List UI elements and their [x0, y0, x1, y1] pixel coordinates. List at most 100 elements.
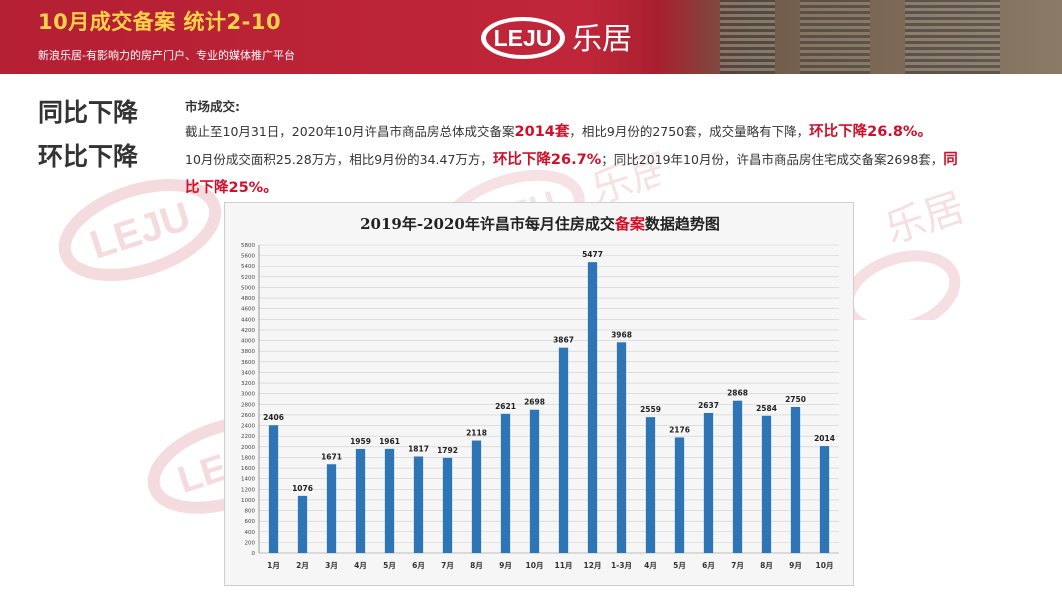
y-tick-label: 2600 — [241, 413, 255, 419]
bar — [355, 448, 366, 553]
building-image — [905, 0, 1000, 74]
x-tick-label: 10月 — [526, 561, 544, 570]
x-tick-label: 1-3月 — [611, 561, 632, 570]
market-paragraph: 截止至10月31日，2020年10月许昌市商品房总体成交备案2014套，相比9月… — [185, 118, 965, 202]
y-tick-label: 3000 — [241, 392, 255, 398]
x-tick-label: 1月 — [267, 561, 280, 570]
y-tick-label: 600 — [245, 519, 256, 525]
data-label: 2176 — [669, 425, 690, 434]
y-tick-label: 3200 — [241, 381, 255, 387]
building-image — [720, 0, 775, 74]
data-label: 2698 — [524, 398, 545, 407]
bar — [384, 448, 395, 553]
chart-title-part: 数据趋势图 — [644, 215, 720, 233]
data-label: 1817 — [408, 445, 429, 454]
y-tick-label: 800 — [245, 509, 256, 515]
data-label: 2637 — [698, 401, 719, 410]
x-tick-label: 7月 — [441, 561, 454, 570]
highlight-mom-area: 环比下降26.7% — [492, 152, 602, 168]
y-tick-label: 5000 — [241, 285, 255, 291]
y-tick-label: 5800 — [241, 243, 255, 249]
data-label: 2584 — [756, 404, 777, 413]
chart-title: 2019年-2020年许昌市每月住房成交备案数据趋势图 — [225, 213, 855, 234]
y-tick-label: 1400 — [241, 477, 255, 483]
highlight-mom-count: 环比下降26.8%。 — [809, 124, 932, 140]
y-tick-label: 200 — [245, 540, 256, 546]
highlight-sales-count: 2014套 — [514, 124, 570, 140]
bar — [761, 415, 772, 553]
y-tick-label: 3800 — [241, 349, 255, 355]
x-tick-label: 5月 — [383, 561, 396, 570]
data-label: 2014 — [814, 434, 835, 443]
market-text: 10月份成交面积25.28万方，相比9月份的34.47万方， — [185, 152, 493, 167]
data-label: 2750 — [785, 395, 806, 404]
bar — [616, 342, 627, 553]
market-heading: 市场成交: — [185, 99, 240, 114]
y-tick-label: 5600 — [241, 254, 255, 260]
header-banner: 10月成交备案 统计2-10 新浪乐居-有影响力的房产门户、专业的媒体推广平台 … — [0, 0, 1062, 74]
bar — [819, 446, 830, 553]
x-tick-label: 2月 — [296, 561, 309, 570]
svg-text:LEJU: LEJU — [85, 194, 196, 267]
y-tick-label: 5200 — [241, 275, 255, 281]
leju-logo: LEJU 乐居 — [481, 17, 632, 59]
data-label: 2118 — [466, 429, 487, 438]
data-label: 2868 — [727, 389, 748, 398]
mom-decline-heading: 环比下降 — [38, 142, 139, 171]
bar — [645, 417, 656, 553]
y-tick-label: 4000 — [241, 339, 255, 345]
bar — [500, 413, 511, 553]
market-text: 截止至10月31日，2020年10月许昌市商品房总体成交备案 — [185, 124, 515, 139]
x-tick-label: 6月 — [412, 561, 425, 570]
x-tick-label: 4月 — [354, 561, 367, 570]
data-label: 1961 — [379, 437, 400, 446]
data-label: 3867 — [553, 336, 574, 345]
market-text: ，相比9月份的2750套，成交量略有下降， — [569, 124, 810, 139]
bar — [790, 406, 801, 553]
bar — [326, 464, 337, 553]
data-label: 1792 — [437, 446, 458, 455]
chart-title-part: 备案 — [614, 215, 645, 233]
svg-text:LEJU: LEJU — [494, 25, 553, 51]
y-tick-label: 4200 — [241, 328, 255, 334]
data-label: 5477 — [582, 250, 603, 259]
data-label: 1671 — [321, 452, 342, 461]
yoy-decline-heading: 同比下降 — [38, 98, 139, 127]
y-tick-label: 5400 — [241, 264, 255, 270]
bar — [268, 425, 279, 553]
bar — [732, 400, 743, 553]
data-label: 1959 — [350, 437, 371, 446]
x-tick-label: 10月 — [816, 561, 834, 570]
x-tick-label: 6月 — [702, 561, 715, 570]
chart-title-part: 2019年-2020年许昌市每月住房成交 — [360, 215, 615, 233]
x-tick-label: 3月 — [325, 561, 338, 570]
bar — [558, 347, 569, 553]
bar — [442, 457, 453, 553]
y-tick-label: 3400 — [241, 370, 255, 376]
banner-subtitle: 新浪乐居-有影响力的房产门户、专业的媒体推广平台 — [38, 49, 295, 62]
x-tick-label: 12月 — [584, 561, 602, 570]
x-tick-label: 11月 — [555, 561, 573, 570]
bar — [529, 409, 540, 553]
y-tick-label: 3600 — [241, 360, 255, 366]
y-tick-label: 4400 — [241, 317, 255, 323]
bar-chart: 0 200 400 600 800 1000 1200 1400 1600 1800 2000 220… — [241, 243, 839, 570]
x-tick-label: 9月 — [499, 561, 512, 570]
y-tick-label: 1800 — [241, 455, 255, 461]
x-tick-label: 4月 — [644, 561, 657, 570]
y-tick-label: 0 — [252, 551, 256, 557]
bar — [674, 437, 685, 553]
highlight-yoy: 同比下降25%。 — [185, 152, 958, 196]
y-tick-label: 2200 — [241, 434, 255, 440]
y-tick-label: 400 — [245, 530, 256, 536]
x-tick-label: 5月 — [673, 561, 686, 570]
bar — [297, 495, 308, 553]
y-tick-label: 2400 — [241, 424, 255, 430]
x-tick-label: 9月 — [789, 561, 802, 570]
y-tick-label: 1600 — [241, 466, 255, 472]
banner-title: 10月成交备案 统计2-10 — [38, 10, 282, 34]
bar — [587, 262, 598, 553]
x-tick-label: 7月 — [731, 561, 744, 570]
y-tick-label: 1000 — [241, 498, 255, 504]
y-tick-label: 4600 — [241, 307, 255, 313]
